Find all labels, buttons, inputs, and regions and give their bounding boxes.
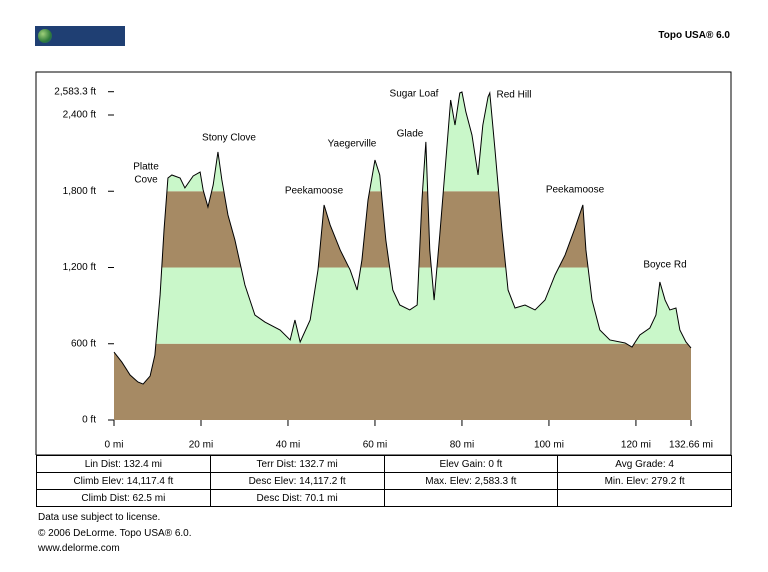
peak-label: Glade	[397, 129, 424, 140]
product-name: Topo USA® 6.0	[658, 30, 730, 41]
stats-row: Lin Dist: 132.4 mi Terr Dist: 132.7 mi Ele…	[36, 455, 732, 473]
stats-cell: Max. Elev: 2,583.3 ft	[383, 472, 559, 490]
footer: Data use subject to license. © 2006 DeLor…	[38, 510, 192, 557]
x-tick-label: 0 mi	[105, 440, 124, 451]
y-tick-label: 1,800 ft	[63, 186, 97, 197]
x-tick-label: 132.66 mi	[669, 440, 713, 451]
stats-cell	[557, 489, 732, 507]
peak-label: Yaegerville	[328, 139, 377, 150]
peak-label: Stony Clove	[202, 133, 256, 144]
x-tick-label: 100 mi	[534, 440, 564, 451]
elevation-band	[114, 343, 691, 420]
logo-text: DELORME	[35, 48, 108, 64]
x-tick-label: 20 mi	[189, 440, 213, 451]
y-tick-label: 600 ft	[71, 338, 96, 349]
x-tick-label: 120 mi	[621, 440, 651, 451]
x-tick-label: 40 mi	[276, 440, 300, 451]
y-tick-label: 2,400 ft	[63, 110, 97, 121]
stats-cell: Climb Elev: 14,117.4 ft	[36, 472, 211, 490]
peak-label: Cove	[134, 175, 158, 186]
peak-label: Peekamoose	[546, 185, 605, 196]
stats-cell: Min. Elev: 279.2 ft	[557, 472, 732, 490]
peak-label: Boyce Rd	[643, 260, 686, 271]
x-tick-label: 60 mi	[363, 440, 387, 451]
stats-cell: Elev Gain: 0 ft	[383, 455, 559, 473]
stats-cell: Terr Dist: 132.7 mi	[209, 455, 385, 473]
footer-line: Data use subject to license.	[38, 512, 161, 523]
peak-label: Peekamoose	[285, 186, 344, 197]
peak-label: Sugar Loaf	[390, 89, 439, 100]
stats-row: Climb Dist: 62.5 mi Desc Dist: 70.1 mi	[36, 489, 732, 507]
logo: DELORME	[35, 26, 125, 64]
elevation-profile	[113, 91, 692, 385]
stats-cell: Desc Elev: 14,117.2 ft	[209, 472, 385, 490]
stats-row: Climb Elev: 14,117.4 ft Desc Elev: 14,117…	[36, 472, 732, 490]
x-tick-label: 80 mi	[450, 440, 474, 451]
stats-cell: Lin Dist: 132.4 mi	[36, 455, 211, 473]
footer-line: www.delorme.com	[38, 543, 120, 554]
chart: 0 ft 600 ft 1,200 ft 1,800 ft 2,400 ft 2,583.…	[35, 71, 732, 455]
stats-cell: Climb Dist: 62.5 mi	[36, 489, 211, 507]
y-tick-label: 1,200 ft	[63, 262, 97, 273]
y-tick-label: 2,583.3 ft	[54, 86, 96, 97]
stats-cell: Avg Grade: 4	[557, 455, 732, 473]
stats-table: Lin Dist: 132.4 mi Terr Dist: 132.7 mi Ele…	[36, 455, 732, 507]
y-tick-label: 0 ft	[82, 415, 96, 426]
peak-label: Platte	[133, 162, 159, 173]
stats-cell	[383, 489, 559, 507]
stats-cell: Desc Dist: 70.1 mi	[209, 489, 385, 507]
peak-label: Red Hill	[496, 90, 531, 101]
footer-line: © 2006 DeLorme. Topo USA® 6.0.	[38, 527, 192, 539]
